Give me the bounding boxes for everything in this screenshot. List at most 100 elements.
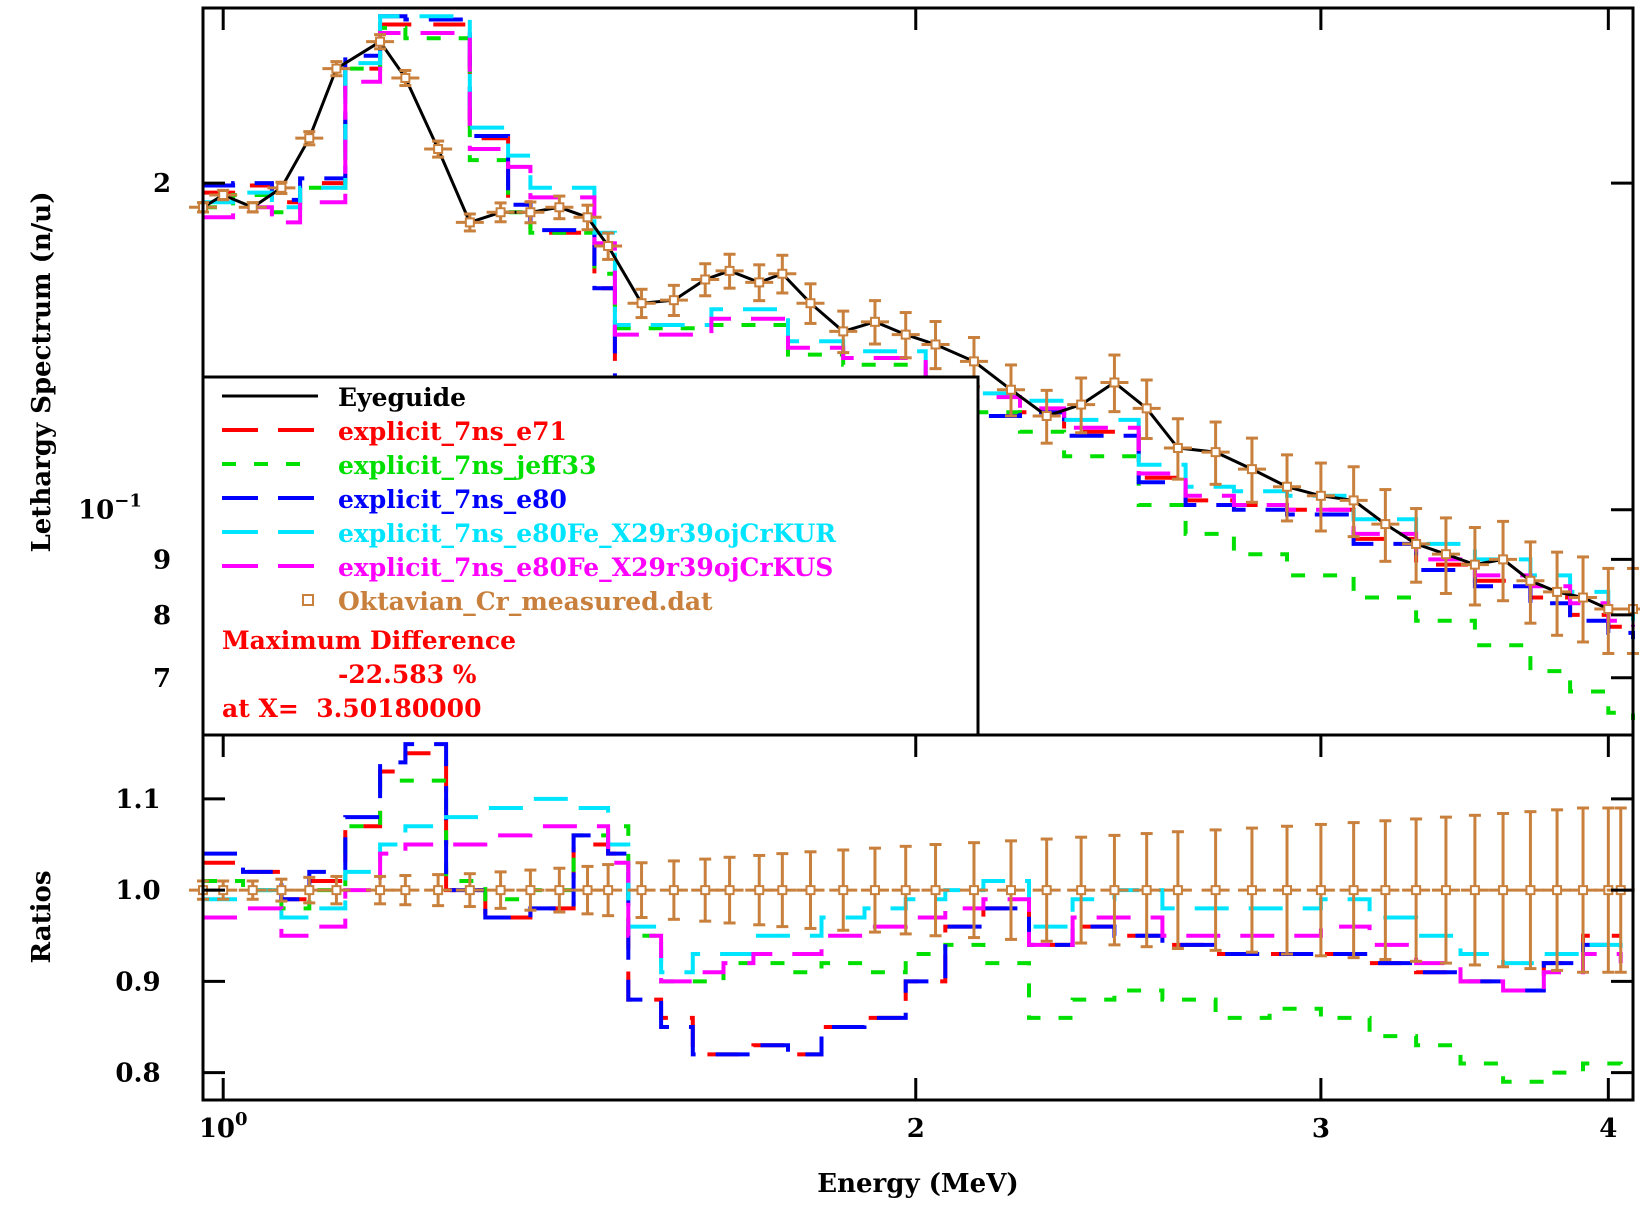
data-point-marker	[1348, 885, 1359, 896]
data-point-marker	[331, 63, 342, 74]
bottom-plot-frame	[201, 733, 1635, 1102]
top-ylabel: Lethargy Spectrum (n/u)	[27, 191, 57, 552]
series-measured	[189, 806, 1635, 974]
data-point-marker	[400, 72, 411, 83]
data-point-marker	[1210, 885, 1221, 896]
y-tick-label: 0.9	[115, 967, 160, 997]
data-point-marker	[1603, 604, 1614, 615]
legend-marker	[302, 594, 314, 606]
data-point-marker	[603, 885, 614, 896]
y-tick-label: 0.8	[115, 1059, 160, 1089]
data-point-marker	[805, 885, 816, 896]
y-tick-label: 1.0	[115, 876, 160, 906]
legend-box	[201, 375, 980, 737]
data-point-marker	[754, 885, 765, 896]
y-tick-label: 7	[153, 664, 171, 694]
data-point-marker	[1411, 538, 1422, 549]
data-point-marker	[331, 885, 342, 896]
data-point-marker	[1210, 447, 1221, 458]
data-point-marker	[1552, 586, 1563, 597]
y-tick-label: 9	[153, 545, 171, 575]
annotation-max-diff: Maximum Difference	[222, 626, 516, 655]
data-point-marker	[495, 207, 506, 218]
data-point-marker	[930, 339, 941, 350]
data-point-marker	[700, 885, 711, 896]
data-point-marker	[1141, 885, 1152, 896]
data-point-marker	[1348, 495, 1359, 506]
legend-label: Oktavian_Cr_measured.dat	[338, 587, 713, 616]
data-point-marker	[1109, 377, 1120, 388]
series-line-4	[203, 824, 1623, 993]
data-point-marker	[1411, 885, 1422, 896]
bottom-series-group	[189, 742, 1635, 1084]
series-line-0	[203, 751, 1621, 1057]
legend-items: Eyeguide explicit_7ns_e71 explicit_7ns_jef…	[222, 383, 836, 616]
data-point-marker	[777, 268, 788, 279]
data-point-marker	[1469, 559, 1480, 570]
x-tick-label: 3	[1312, 1114, 1330, 1144]
bottom-ylabel: Ratios	[27, 871, 57, 964]
data-point-marker	[1440, 549, 1451, 560]
data-point-marker	[1172, 885, 1183, 896]
data-point-marker	[668, 295, 679, 306]
data-point-marker	[1498, 554, 1509, 565]
legend-label: Eyeguide	[338, 383, 466, 412]
data-point-marker	[400, 885, 411, 896]
legend-label: explicit_7ns_e71	[338, 417, 567, 446]
data-point-marker	[554, 885, 565, 896]
series-measured	[189, 33, 1640, 655]
bottom-plot: 0.8 0.9 1.0 1.1 100 2 3 4 Ratios Energy (MeV)	[27, 733, 1635, 1199]
data-point-marker	[1141, 403, 1152, 414]
data-point-marker	[464, 885, 475, 896]
data-point-marker	[636, 298, 647, 309]
data-point-marker	[1282, 885, 1293, 896]
y-tick-label: 2	[153, 169, 171, 199]
legend: Eyeguide explicit_7ns_e71 explicit_7ns_jef…	[201, 375, 980, 737]
legend-label: explicit_7ns_e80Fe_X29r39ojCrKUS	[338, 553, 833, 582]
data-point-marker	[1525, 575, 1536, 586]
legend-label: explicit_7ns_jeff33	[338, 451, 596, 480]
data-point-marker	[603, 241, 614, 252]
data-point-marker	[1076, 399, 1087, 410]
x-tick-label: 4	[1599, 1114, 1617, 1144]
data-point-marker	[1246, 464, 1257, 475]
data-point-marker	[1005, 885, 1016, 896]
data-point-marker	[838, 326, 849, 337]
data-point-marker	[1109, 885, 1120, 896]
data-point-marker	[554, 202, 565, 213]
y-tick-label: 1.1	[115, 785, 160, 815]
y-tick-label: 8	[153, 601, 171, 631]
data-point-marker	[1380, 885, 1391, 896]
data-point-marker	[525, 885, 536, 896]
data-point-marker	[1498, 885, 1509, 896]
data-point-marker	[1469, 885, 1480, 896]
data-point-marker	[968, 885, 979, 896]
data-point-marker	[1172, 442, 1183, 453]
x-tick-label: 2	[907, 1114, 925, 1144]
data-point-marker	[375, 36, 386, 47]
data-point-marker	[1005, 384, 1016, 395]
data-point-marker	[525, 207, 536, 218]
series-line-2	[203, 742, 1621, 1057]
data-point-marker	[304, 885, 315, 896]
series-line-4	[203, 31, 1635, 627]
legend-label: explicit_7ns_e80	[338, 485, 567, 514]
data-point-marker	[900, 329, 911, 340]
data-point-marker	[700, 274, 711, 285]
data-point-marker	[838, 885, 849, 896]
data-point-marker	[1578, 885, 1589, 896]
data-point-marker	[464, 217, 475, 228]
annotation-diff-value: -22.583 %	[338, 660, 477, 689]
data-point-marker	[247, 202, 258, 213]
data-point-marker	[900, 885, 911, 896]
top-series-group	[189, 14, 1640, 720]
data-point-marker	[276, 885, 287, 896]
series-line-3	[203, 14, 1635, 621]
data-point-marker	[724, 885, 735, 896]
series-line-3	[203, 796, 1623, 975]
data-point-marker	[1315, 490, 1326, 501]
data-point-marker	[1315, 885, 1326, 896]
data-point-marker	[247, 885, 258, 896]
data-point-marker	[930, 885, 941, 896]
